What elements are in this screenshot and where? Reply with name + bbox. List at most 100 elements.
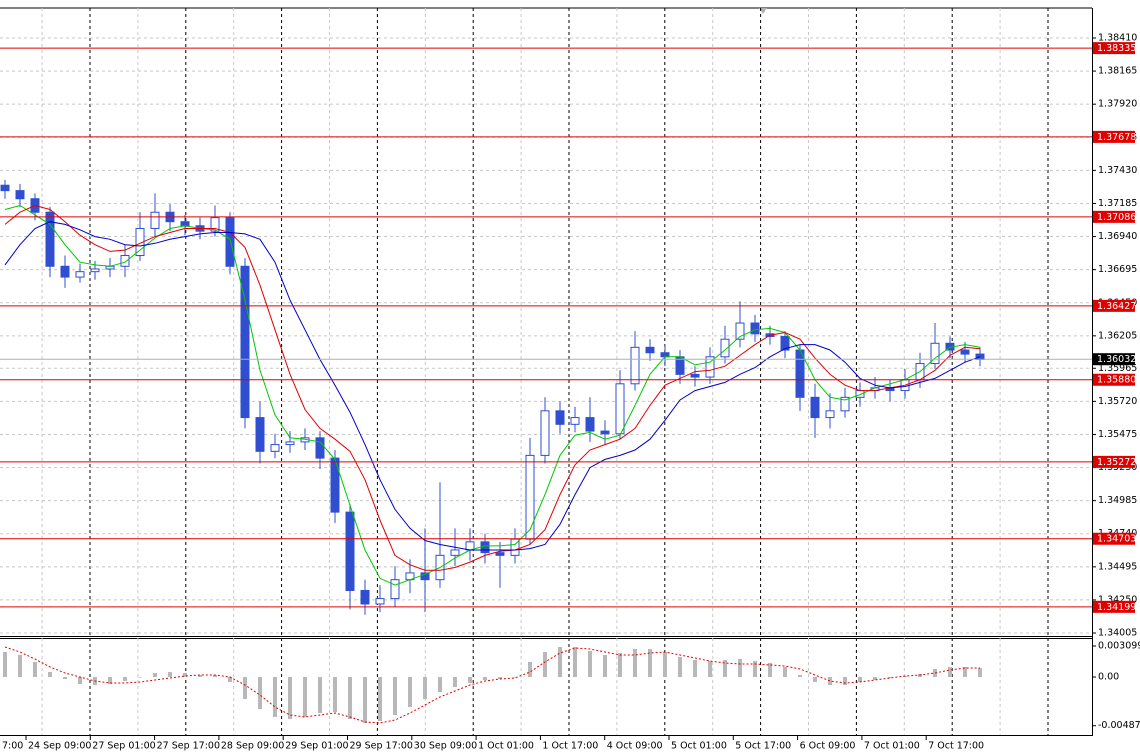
histogram-bar <box>453 677 457 687</box>
candle-body <box>750 322 760 335</box>
histogram-bar <box>933 669 937 677</box>
candle-body <box>210 217 220 232</box>
histogram-bar <box>693 660 697 677</box>
candle-body <box>15 190 25 200</box>
y-tick-label: 0.00 <box>1098 672 1119 683</box>
y-tick-label: 1.36940 <box>1098 231 1137 242</box>
histogram-bar <box>258 677 262 709</box>
y-tick-label: 1.36205 <box>1098 330 1137 341</box>
candle-body <box>840 396 850 412</box>
candle-body <box>555 410 565 425</box>
histogram-bar <box>363 677 367 723</box>
level-box <box>1093 210 1135 223</box>
x-tick-label: 5 Oct 17:00 <box>735 741 791 752</box>
y-tick-label: 1.34005 <box>1098 628 1137 639</box>
candle-body <box>120 254 130 267</box>
histogram-bar <box>768 663 772 677</box>
histogram-bar <box>198 675 202 677</box>
level-label: 1.36427 <box>1097 301 1136 312</box>
candle-body <box>810 396 820 419</box>
candle-body <box>360 589 370 605</box>
histogram-bar <box>123 677 127 681</box>
candle-body <box>0 184 10 192</box>
level-box <box>1093 42 1135 55</box>
histogram-bar <box>243 677 247 699</box>
candle-body <box>480 541 490 554</box>
current-price-box <box>1093 353 1135 366</box>
histogram-bar <box>288 677 292 719</box>
y-tick-label: 1.34250 <box>1098 594 1137 605</box>
histogram-bar <box>318 677 322 713</box>
histogram-bar <box>408 677 412 707</box>
candle-body <box>525 454 535 540</box>
histogram-bar <box>978 668 982 677</box>
candle-body <box>345 511 355 591</box>
y-tick-label: 1.36695 <box>1098 264 1137 275</box>
histogram-bar <box>348 677 352 719</box>
histogram-bar <box>3 652 7 677</box>
histogram-bar <box>63 677 67 679</box>
candle-body <box>600 430 610 435</box>
histogram-bar <box>828 677 832 685</box>
level-label: 1.37086 <box>1097 212 1136 223</box>
candle-body <box>255 417 265 452</box>
x-tick-label: 27 Sep 01:00 <box>92 741 155 752</box>
x-tick-label: 24 Sep 09:00 <box>28 741 91 752</box>
histogram-bar <box>603 655 607 677</box>
histogram-bar <box>48 672 52 677</box>
x-tick-label: 1 Oct 17:00 <box>542 741 598 752</box>
y-tick-label: 1.34495 <box>1098 561 1137 572</box>
candle-body <box>420 572 430 581</box>
candle-body <box>735 322 745 340</box>
candle-body <box>960 349 970 355</box>
candle-body <box>705 356 715 378</box>
candle-body <box>825 410 835 419</box>
level-label: 1.38335 <box>1097 43 1136 54</box>
x-tick-label: 27 Sep 17:00 <box>157 741 220 752</box>
y-tick-label: 0.003099 <box>1098 641 1140 652</box>
candle-body <box>375 598 385 605</box>
x-tick-label: 4 Oct 09:00 <box>607 741 663 752</box>
candle-body <box>285 441 295 446</box>
histogram-bar <box>663 652 667 677</box>
histogram-bar <box>738 659 742 677</box>
level-label: 1.35880 <box>1097 375 1136 386</box>
histogram-bar <box>498 677 502 679</box>
histogram-bar <box>378 677 382 721</box>
candle-body <box>720 338 730 358</box>
candle-body <box>855 390 865 398</box>
histogram-bar <box>963 667 967 677</box>
histogram-bar <box>228 677 232 682</box>
moving-average-line <box>4 221 981 551</box>
candle-body <box>645 346 655 354</box>
histogram-bar <box>678 657 682 677</box>
histogram-bar <box>873 677 877 680</box>
histogram-bar <box>888 677 892 678</box>
candle-body <box>180 221 190 227</box>
y-tick-label: 1.34985 <box>1098 495 1137 506</box>
histogram-bar <box>633 649 637 677</box>
histogram-bar <box>858 677 862 682</box>
histogram-bar <box>483 677 487 680</box>
candle-body <box>315 437 325 459</box>
histogram-bar <box>648 649 652 677</box>
candle-body <box>795 349 805 398</box>
x-tick-label: 30 Sep 09:00 <box>414 741 477 752</box>
candle-body <box>60 265 70 278</box>
histogram-bar <box>18 655 22 677</box>
candle-body <box>630 346 640 385</box>
level-box <box>1093 455 1135 468</box>
y-tick-label: 1.37185 <box>1098 198 1137 209</box>
x-tick-label: 6 Oct 09:00 <box>800 741 856 752</box>
signal-line <box>4 646 980 724</box>
level-label: 1.34703 <box>1097 534 1136 545</box>
x-tick-label: 28 Sep 09:00 <box>221 741 284 752</box>
level-box <box>1093 600 1135 613</box>
candle-body <box>585 417 595 432</box>
candle-body <box>240 265 250 419</box>
candle-body <box>330 457 340 513</box>
level-label: 1.35272 <box>1097 457 1136 468</box>
level-label: 1.37678 <box>1097 132 1136 143</box>
histogram-bar <box>183 673 187 677</box>
